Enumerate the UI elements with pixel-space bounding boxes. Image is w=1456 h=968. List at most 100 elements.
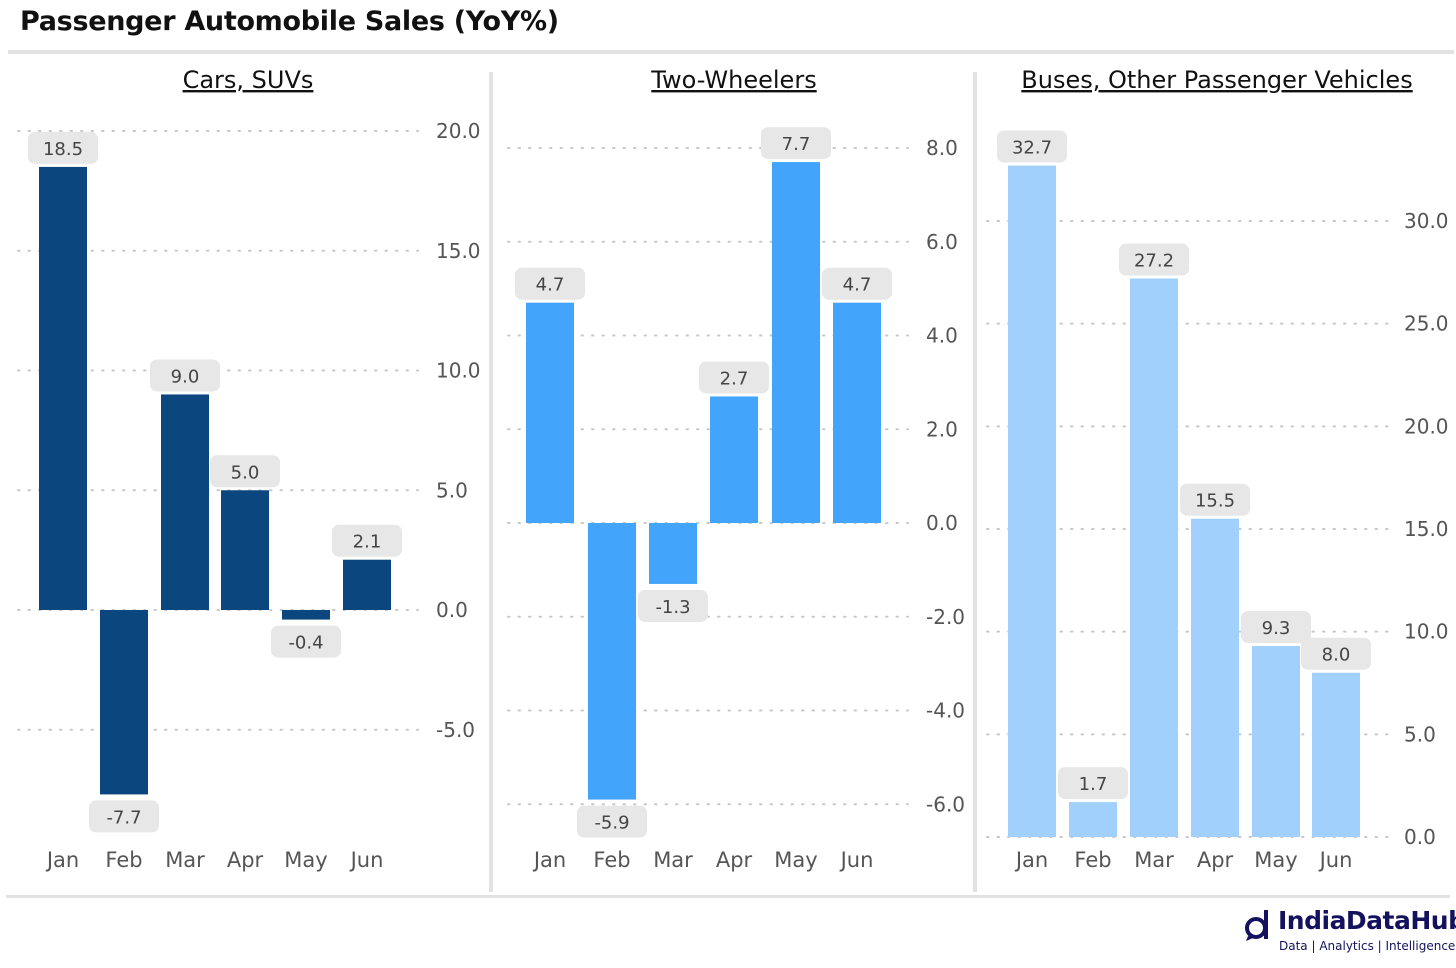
x-tick-label: Feb xyxy=(1074,848,1111,872)
data-label-bg xyxy=(1180,483,1250,516)
y-tick-label: 15.0 xyxy=(1404,517,1449,541)
data-label: 32.7 xyxy=(1012,138,1052,159)
panel-divider xyxy=(489,72,493,892)
data-label-bg xyxy=(1241,611,1311,644)
y-tick-label: 25.0 xyxy=(1404,312,1449,336)
x-tick-label: May xyxy=(284,848,327,872)
data-label-bg xyxy=(699,361,769,394)
y-tick-label: 6.0 xyxy=(926,230,958,254)
bar-jan xyxy=(526,302,574,523)
data-label-bg xyxy=(1058,767,1128,800)
y-tick-label: 0.0 xyxy=(1404,825,1436,849)
x-tick-label: Mar xyxy=(165,848,205,872)
y-tick-label: 20.0 xyxy=(1404,414,1449,438)
data-label-bg xyxy=(1119,243,1189,276)
y-tick-label: -5.0 xyxy=(436,718,475,742)
data-label-bg xyxy=(997,130,1067,163)
bar-apr xyxy=(1191,518,1239,837)
bar-may xyxy=(1252,646,1300,837)
y-tick-label: -4.0 xyxy=(926,699,965,723)
x-tick-label: Jun xyxy=(839,848,874,872)
y-tick-label: 5.0 xyxy=(436,478,468,502)
bar-jun xyxy=(343,559,391,610)
data-label: 9.0 xyxy=(171,366,200,387)
x-tick-label: May xyxy=(1254,848,1297,872)
data-label: 7.7 xyxy=(782,134,811,155)
bar-jan xyxy=(39,166,87,611)
bar-mar xyxy=(1130,278,1178,837)
y-tick-label: -2.0 xyxy=(926,605,965,629)
y-tick-label: 15.0 xyxy=(436,239,481,263)
data-label-bg xyxy=(89,800,159,833)
data-label: 2.7 xyxy=(720,368,749,389)
x-tick-label: Jan xyxy=(1014,848,1048,872)
x-tick-label: Jan xyxy=(45,848,79,872)
bar-mar xyxy=(649,523,697,584)
page-title: Passenger Automobile Sales (YoY%) xyxy=(20,6,559,37)
chart-title: Two-Wheelers xyxy=(650,66,816,94)
panel-divider xyxy=(973,72,977,892)
footer-divider xyxy=(6,895,1450,898)
data-label-bg xyxy=(822,267,892,300)
data-label-bg xyxy=(515,267,585,300)
x-tick-label: Apr xyxy=(716,848,753,872)
indiadatahub-logo-icon xyxy=(1245,910,1268,941)
y-tick-label: 20.0 xyxy=(436,119,481,143)
bar-may xyxy=(772,162,820,523)
data-label-bg xyxy=(210,455,280,488)
data-label: 1.7 xyxy=(1079,774,1108,795)
data-label-bg xyxy=(150,359,220,392)
y-tick-label: -6.0 xyxy=(926,792,965,816)
data-label: -5.9 xyxy=(594,813,629,834)
brand-name: IndiaDataHub xyxy=(1278,906,1456,935)
x-tick-label: Feb xyxy=(105,848,142,872)
data-label: 27.2 xyxy=(1134,250,1174,271)
data-label-bg xyxy=(577,805,647,838)
bar-jun xyxy=(833,302,881,523)
bar-jan xyxy=(1008,165,1056,837)
data-label-bg xyxy=(1301,637,1371,670)
x-tick-label: Apr xyxy=(227,848,264,872)
data-label: -1.3 xyxy=(655,597,690,618)
y-tick-label: 2.0 xyxy=(926,417,958,441)
x-tick-label: Apr xyxy=(1197,848,1234,872)
data-label-bg xyxy=(761,127,831,160)
data-label: 5.0 xyxy=(231,462,260,483)
x-tick-label: Mar xyxy=(653,848,693,872)
bar-mar xyxy=(161,394,209,610)
y-tick-label: 0.0 xyxy=(926,511,958,535)
chart-title: Buses, Other Passenger Vehicles xyxy=(1021,66,1412,94)
x-tick-label: Feb xyxy=(593,848,630,872)
y-tick-label: 10.0 xyxy=(1404,620,1449,644)
x-tick-label: May xyxy=(774,848,817,872)
bar-feb xyxy=(1069,802,1117,837)
y-tick-label: 4.0 xyxy=(926,324,958,348)
x-tick-label: Mar xyxy=(1134,848,1174,872)
data-label: 2.1 xyxy=(353,532,382,553)
bar-may xyxy=(282,610,330,620)
data-label-bg xyxy=(28,131,98,164)
x-tick-label: Jun xyxy=(349,848,384,872)
data-label: 8.0 xyxy=(1322,645,1351,666)
bar-feb xyxy=(100,610,148,795)
data-label-bg xyxy=(271,625,341,658)
data-label-bg xyxy=(638,589,708,622)
data-label: 4.7 xyxy=(843,275,872,296)
bar-jun xyxy=(1312,672,1360,837)
data-label-bg xyxy=(332,524,402,557)
data-label: 18.5 xyxy=(43,139,83,160)
data-label: -7.7 xyxy=(106,807,141,828)
data-label: 9.3 xyxy=(1262,618,1291,639)
y-tick-label: 5.0 xyxy=(1404,722,1436,746)
y-tick-label: 30.0 xyxy=(1404,209,1449,233)
x-tick-label: Jun xyxy=(1318,848,1353,872)
bar-apr xyxy=(221,490,269,610)
data-label: -0.4 xyxy=(288,633,323,654)
data-label: 4.7 xyxy=(536,275,565,296)
x-tick-label: Jan xyxy=(532,848,566,872)
brand-tagline: Data | Analytics | Intelligence xyxy=(1279,939,1456,953)
bar-feb xyxy=(588,523,636,800)
title-divider xyxy=(8,50,1454,54)
